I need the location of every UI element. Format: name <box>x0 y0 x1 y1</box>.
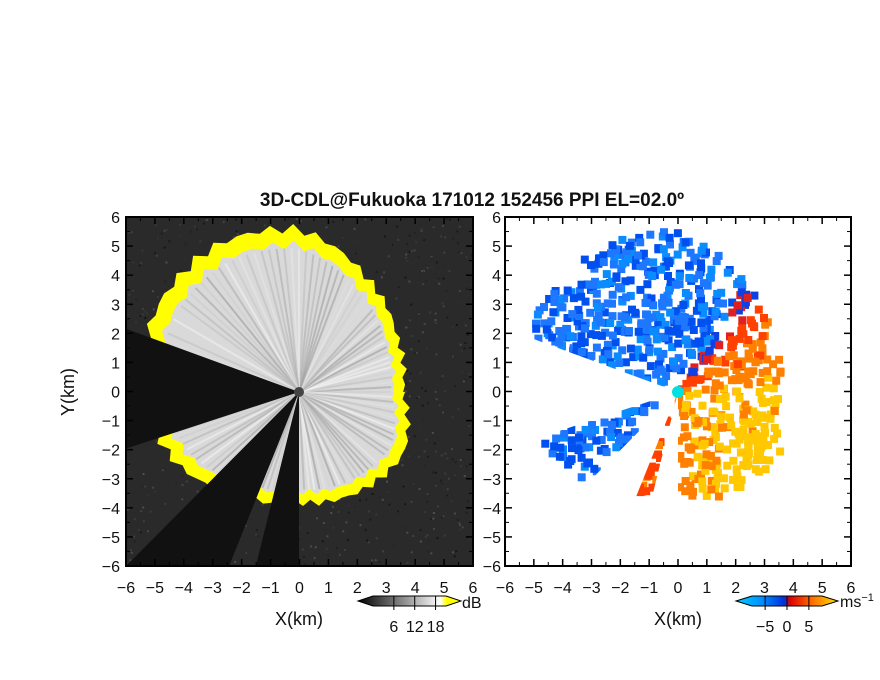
left-lidar-origin <box>294 387 304 397</box>
x-tick-label: 4 <box>789 580 798 597</box>
right-xlabel: X(km) <box>654 609 702 629</box>
y-tick-label: −6 <box>483 559 501 576</box>
colorbar-tick-label: 12 <box>406 619 424 636</box>
x-tick-label: −5 <box>525 580 543 597</box>
y-tick-label: 5 <box>492 239 501 256</box>
y-tick-label: 6 <box>492 210 501 227</box>
x-tick-label: 5 <box>440 580 449 597</box>
y-tick-label: −2 <box>102 443 120 460</box>
x-tick-label: 3 <box>760 580 769 597</box>
x-tick-label: −1 <box>261 580 279 597</box>
y-tick-label: 6 <box>111 210 120 227</box>
right-panel: −6 −5 −4 −3 −2 −1 0 1 2 3 4 5 6 6 5 4 3 2 1 0 −1 −2 −3 −4 −5 −6 X… <box>483 210 856 629</box>
right-lidar-origin <box>672 386 684 398</box>
y-tick-label: 3 <box>492 297 501 314</box>
y-tick-label: −5 <box>102 530 120 547</box>
x-tick-label: 4 <box>411 580 420 597</box>
y-tick-label: −2 <box>483 443 501 460</box>
right-velocity-field <box>532 228 785 501</box>
y-tick-label: 1 <box>492 355 501 372</box>
y-tick-label: 1 <box>111 355 120 372</box>
chart-title: 3D-CDL@Fukuoka 171012 152456 PPI EL=02.0… <box>260 190 684 211</box>
x-tick-label: −4 <box>554 580 572 597</box>
y-tick-label: 3 <box>111 297 120 314</box>
x-tick-label: −3 <box>582 580 600 597</box>
colorbar-tick-label: 6 <box>389 619 398 636</box>
colorbar-tick-label: 18 <box>427 619 445 636</box>
x-tick-label: 5 <box>818 580 827 597</box>
x-tick-label: −4 <box>175 580 193 597</box>
x-tick-label: 0 <box>295 580 304 597</box>
colorbar-tick-label: 0 <box>783 619 792 636</box>
left-blocked-sectors <box>126 328 299 566</box>
y-tick-label: −1 <box>483 414 501 431</box>
x-tick-label: 6 <box>469 580 478 597</box>
y-tick-label: −1 <box>102 414 120 431</box>
y-tick-label: −3 <box>102 472 120 489</box>
x-tick-label: −2 <box>233 580 251 597</box>
x-tick-label: −5 <box>146 580 164 597</box>
y-tick-label: 2 <box>492 326 501 343</box>
right-blocked-sectors <box>505 328 678 566</box>
x-tick-label: −2 <box>611 580 629 597</box>
x-tick-label: −6 <box>117 580 135 597</box>
left-axis-ticks: −6 −5 −4 −3 −2 −1 0 1 2 3 4 5 6 6 5 4 3 2 1 0 −1 −2 −3 −4 −5 −6 <box>102 210 478 597</box>
y-tick-label: 4 <box>111 268 120 285</box>
y-tick-label: 0 <box>111 385 120 402</box>
x-tick-label: 3 <box>382 580 391 597</box>
x-tick-label: −3 <box>204 580 222 597</box>
x-tick-label: 2 <box>731 580 740 597</box>
colorbar-tick-label: 5 <box>804 619 813 636</box>
y-tick-label: −5 <box>483 530 501 547</box>
x-tick-label: 6 <box>847 580 856 597</box>
y-tick-label: 0 <box>492 385 501 402</box>
colorbar-tick-label: −5 <box>756 619 774 636</box>
x-tick-label: −6 <box>496 580 514 597</box>
x-tick-label: 2 <box>353 580 362 597</box>
left-panel: −6 −5 −4 −3 −2 −1 0 1 2 3 4 5 6 6 5 4 3 2 1 0 −1 −2 −3 −4 −5 −6 X… <box>58 210 478 629</box>
x-tick-label: 1 <box>324 580 333 597</box>
y-tick-label: −4 <box>483 501 501 518</box>
right-axis-ticks: −6 −5 −4 −3 −2 −1 0 1 2 3 4 5 6 6 5 4 3 2 1 0 −1 −2 −3 −4 −5 −6 <box>483 210 856 597</box>
x-tick-label: 1 <box>702 580 711 597</box>
left-xlabel: X(km) <box>275 609 323 629</box>
right-colorbar-label: ms−1 <box>840 592 874 611</box>
left-ylabel: Y(km) <box>58 368 78 416</box>
y-tick-label: 2 <box>111 326 120 343</box>
x-tick-label: −1 <box>640 580 658 597</box>
y-tick-label: 5 <box>111 239 120 256</box>
y-tick-label: −4 <box>102 501 120 518</box>
x-tick-label: 0 <box>674 580 683 597</box>
y-tick-label: 4 <box>492 268 501 285</box>
y-tick-label: −3 <box>483 472 501 489</box>
left-colorbar: 6 12 18 dB <box>356 595 482 636</box>
y-tick-label: −6 <box>102 559 120 576</box>
left-colorbar-label: dB <box>462 595 482 612</box>
right-colorbar: −5 0 5 ms−1 <box>734 592 874 636</box>
